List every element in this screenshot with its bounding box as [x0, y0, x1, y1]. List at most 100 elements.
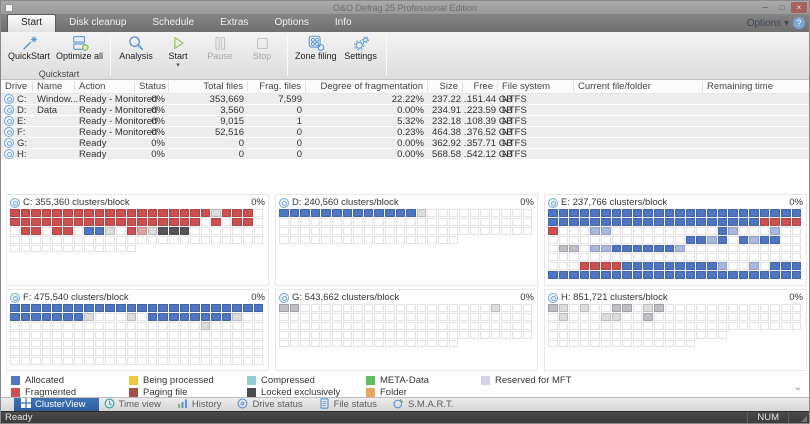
menu-tab-strip: Start Disk cleanup Schedule Extras Options In…	[1, 14, 809, 32]
tab-schedule[interactable]: Schedule	[152, 17, 195, 28]
cluster-grid[interactable]	[10, 209, 265, 253]
cluster-row	[10, 357, 265, 366]
titlebar[interactable]: O&O Defrag 25 Professional Edition ─ □ ×	[1, 1, 809, 14]
cluster-block	[791, 244, 802, 253]
column-header-current-file-folder[interactable]: Current file/folder	[574, 81, 703, 92]
cluster-block	[469, 312, 480, 321]
cluster-block	[384, 235, 395, 244]
options-menu[interactable]: Options ▾	[746, 17, 789, 29]
cluster-block	[480, 330, 490, 339]
tab-history[interactable]: History	[172, 398, 233, 412]
cluster-block	[84, 339, 94, 348]
cell-status: 0%	[151, 104, 165, 116]
start-button[interactable]: Start ▾	[157, 34, 199, 69]
cluster-block	[253, 339, 264, 348]
cluster-block	[643, 235, 653, 244]
tab-drive-status[interactable]: Drive status	[232, 398, 313, 412]
panel-header: C: 355,360 clusters/block 0%	[10, 196, 265, 209]
column-header-remaining-time[interactable]: Remaining time	[703, 81, 809, 92]
cluster-block	[31, 348, 41, 357]
table-row[interactable]: D: Data Ready - Monitored 0% 3,560 0 0.00% 234.…	[1, 105, 809, 116]
column-header-total-files[interactable]: Total files	[169, 81, 248, 92]
table-row[interactable]: C: Window... Ready - Monitored 0% 353,669 7,5…	[1, 94, 809, 105]
cell-frag_files: 7,599	[278, 93, 302, 105]
tab-time-view[interactable]: Time view	[99, 398, 172, 412]
column-header-size[interactable]: Size	[428, 81, 463, 92]
cell-file_system: NTFS	[502, 137, 527, 149]
cluster-block	[20, 217, 31, 226]
column-header-action[interactable]: Action	[75, 81, 135, 92]
pause-button: Pause	[199, 34, 241, 62]
cluster-row	[10, 330, 265, 340]
cluster-block	[653, 304, 664, 312]
cluster-grid[interactable]	[279, 209, 534, 245]
tab-extras[interactable]: Extras	[220, 17, 249, 28]
cell-degree: 5.32%	[397, 115, 424, 127]
column-header-free[interactable]: Free	[463, 81, 498, 92]
tab-options[interactable]: Options	[274, 17, 309, 28]
cluster-block	[395, 321, 406, 330]
cluster-block	[126, 244, 137, 253]
cluster-block	[770, 321, 781, 330]
cluster-grid[interactable]	[548, 209, 803, 280]
cluster-block	[179, 226, 190, 235]
minimize-button[interactable]: ─	[762, 2, 768, 12]
column-header-degree-of-fragmentation[interactable]: Degree of fragmentation	[306, 81, 428, 92]
quickstart-button[interactable]: QuickStart	[5, 34, 53, 62]
cluster-block	[469, 226, 480, 235]
cluster-block	[448, 209, 459, 217]
column-header-file-system[interactable]: File system	[498, 81, 574, 92]
cluster-block	[126, 217, 137, 226]
tab-start[interactable]: Start	[7, 14, 57, 32]
cluster-block	[52, 339, 62, 348]
cluster-block	[590, 339, 600, 348]
cluster-block	[310, 330, 321, 339]
cluster-block	[62, 339, 73, 348]
column-header-name[interactable]: Name	[33, 81, 75, 92]
cluster-block	[490, 209, 501, 217]
tab-file-status[interactable]: File status	[314, 397, 388, 412]
resize-grip[interactable]: ◢	[800, 414, 807, 423]
chevron-down-icon[interactable]: ⌄	[793, 382, 802, 393]
analysis-button[interactable]: Analysis	[115, 34, 157, 62]
cluster-grid[interactable]	[279, 304, 534, 348]
cluster-block	[84, 217, 94, 226]
help-icon[interactable]: ?	[793, 17, 805, 29]
close-button[interactable]: ×	[791, 2, 807, 13]
maximize-button[interactable]: □	[779, 2, 785, 12]
cluster-block	[200, 330, 211, 339]
cluster-block	[310, 312, 321, 321]
cluster-row	[548, 226, 803, 236]
legend-item-allocated: Allocated	[11, 375, 129, 386]
table-row[interactable]: E: Ready - Monitored 0% 9,015 1 5.32% 232.18 .…	[1, 116, 809, 127]
table-row[interactable]: G: Ready 0% 0 0 0.00% 362.92 .. 357.71 GB NTFS	[1, 138, 809, 149]
cluster-grid[interactable]	[10, 304, 265, 366]
tab-smart[interactable]: S.M.A.R.T.	[388, 398, 464, 412]
cluster-block	[611, 321, 622, 330]
tab-clusterview[interactable]: ClusterView	[14, 397, 99, 412]
table-row[interactable]: H: Ready 0% 0 0 0.00% 568.58 .. 542.12 GB NTFS	[1, 149, 809, 160]
cluster-block	[137, 321, 147, 330]
column-header-frag-files[interactable]: Frag. files	[248, 81, 306, 92]
cluster-block	[459, 217, 469, 226]
column-header-drive[interactable]: Drive	[1, 81, 33, 92]
cluster-block	[437, 312, 448, 321]
cluster-block	[211, 235, 221, 244]
tab-label: File status	[333, 399, 377, 410]
column-header-status[interactable]: Status	[135, 81, 169, 92]
button-label: Settings	[344, 51, 377, 61]
cluster-block	[480, 217, 490, 226]
table-row[interactable]: F: Ready - Monitored 0% 52,516 0 0.23% 464.38 …	[1, 127, 809, 138]
cluster-block	[569, 271, 579, 280]
cluster-block	[321, 330, 331, 339]
cluster-block	[190, 348, 200, 357]
settings-button[interactable]: Settings	[340, 34, 382, 62]
cluster-block	[664, 262, 675, 271]
tab-disk-cleanup[interactable]: Disk cleanup	[69, 17, 127, 28]
cluster-block	[147, 357, 158, 366]
cluster-block	[706, 330, 717, 339]
cluster-grid[interactable]	[548, 304, 803, 348]
zone-filing-button[interactable]: Zone filing	[292, 34, 340, 62]
tab-info[interactable]: Info	[334, 17, 352, 28]
optimize-all-button[interactable]: Optimize all	[53, 34, 106, 62]
